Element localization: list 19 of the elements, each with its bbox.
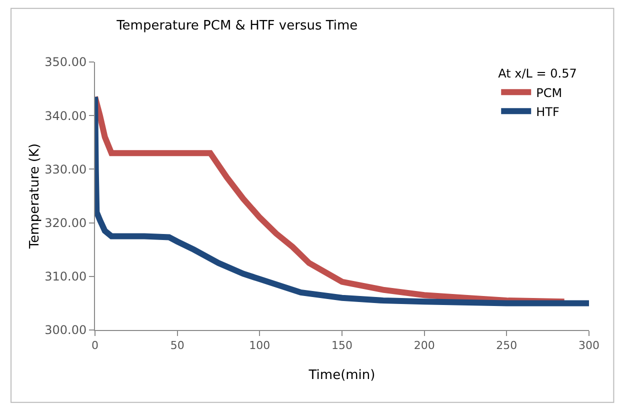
y-tick-label: 330.00 (44, 162, 87, 176)
x-tick-label: 50 (170, 339, 184, 352)
y-tick-label: 300.00 (44, 323, 87, 338)
x-tick-label: 0 (92, 339, 98, 352)
y-tick-label: 310.00 (44, 270, 87, 284)
y-tick-label: 340.00 (44, 108, 87, 123)
x-tick-label: 300 (578, 339, 600, 352)
y-tick-label: 320.00 (44, 216, 87, 230)
legend-label: HTF (536, 104, 560, 119)
legend-title: At x/L = 0.57 (498, 66, 577, 81)
x-tick-label: 250 (496, 339, 518, 352)
y-tick-label: 350.00 (44, 55, 87, 70)
x-tick-label: 200 (414, 339, 435, 352)
x-tick-label: 100 (249, 339, 270, 352)
x-axis-title: Time(min) (308, 368, 376, 383)
y-axis-title: Temperature (K) (28, 143, 43, 250)
chart-title: Temperature PCM & HTF versus Time (116, 18, 358, 34)
x-tick-label: 150 (332, 339, 352, 352)
legend-label: PCM (536, 86, 562, 100)
